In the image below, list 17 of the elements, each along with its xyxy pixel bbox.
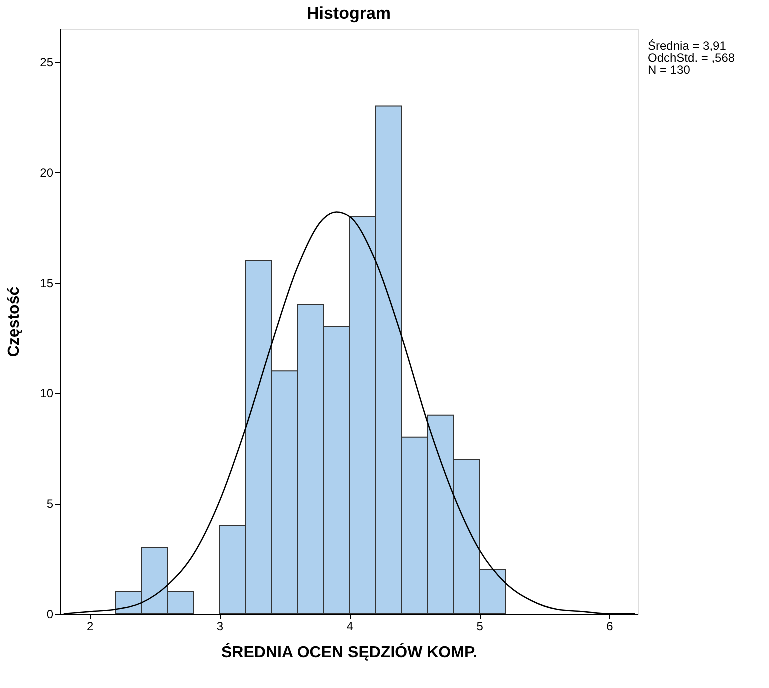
x-tick-label: 6 [606,620,614,634]
y-tick-label: 10 [40,386,54,401]
x-tick-label: 4 [346,620,354,634]
y-tick-label: 25 [40,56,54,70]
x-tick-label: 3 [216,620,224,634]
x-axis-title: ŚREDNIA OCEN SĘDZIÓW KOMP. [221,642,478,662]
chart-title: Histogram [306,4,392,23]
x-tick-label: 5 [476,620,484,634]
y-axis-title: Częstość [6,286,24,358]
y-tick-label: 5 [46,497,54,512]
text: N = 130 [648,63,691,77]
y-tick-label: 20 [40,166,54,180]
y-tick-label: 0 [46,608,54,622]
text: Średnia = 3,91 [648,39,727,53]
x-tick-label: 2 [87,620,94,634]
y-tick-label: 15 [40,276,54,290]
text: OdchStd. = ,568 [648,51,736,65]
